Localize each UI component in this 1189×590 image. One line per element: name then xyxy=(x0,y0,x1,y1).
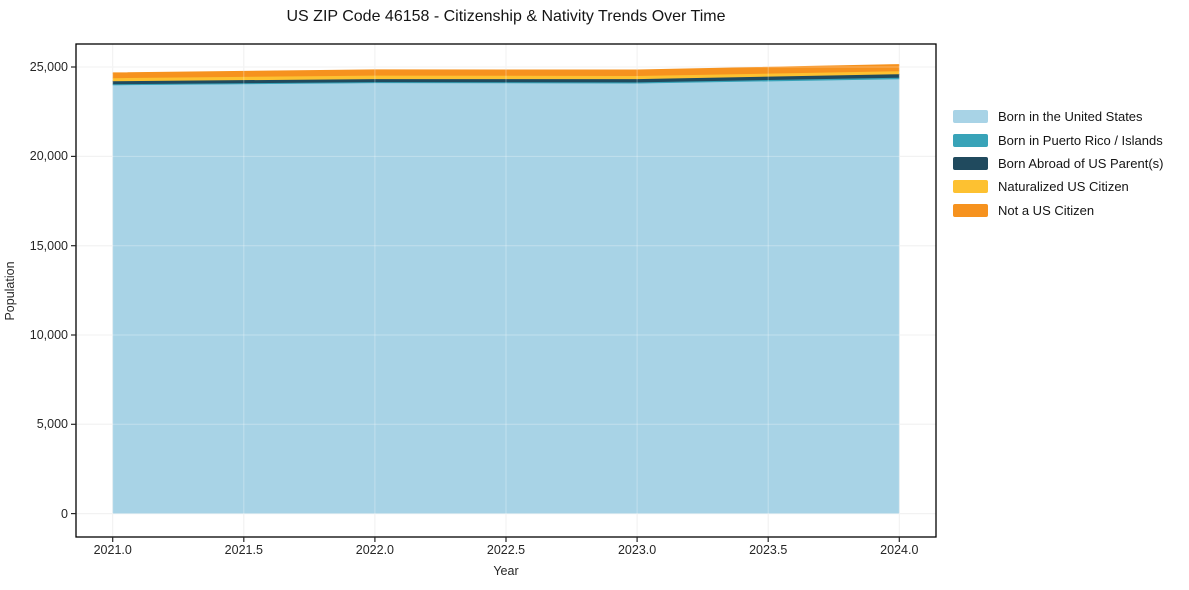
y-tick-label: 20,000 xyxy=(29,149,68,164)
legend-swatch xyxy=(953,156,988,170)
legend-swatch xyxy=(953,180,988,194)
legend-item-born-abroad-of-us-parent-s: Born Abroad of US Parent(s) xyxy=(953,152,1163,175)
x-tick-label: 2022.0 xyxy=(355,543,395,557)
y-tick-label: 0 xyxy=(61,506,68,521)
legend-swatch xyxy=(953,133,988,147)
legend-item-not-a-us-citizen: Not a US Citizen xyxy=(953,199,1163,222)
x-axis-label: Year xyxy=(493,564,519,578)
legend-swatch xyxy=(953,203,988,217)
legend-item-born-in-the-united-states: Born in the United States xyxy=(953,105,1163,128)
legend-item-naturalized-us-citizen: Naturalized US Citizen xyxy=(953,175,1163,198)
legend-label: Born in the United States xyxy=(998,109,1143,125)
x-tick-label: 2023.0 xyxy=(617,543,657,557)
legend-label: Born Abroad of US Parent(s) xyxy=(998,155,1164,171)
legend-label: Born in Puerto Rico / Islands xyxy=(998,132,1163,148)
y-tick-label: 15,000 xyxy=(29,238,68,253)
legend-item-born-in-puerto-rico-islands: Born in Puerto Rico / Islands xyxy=(953,128,1163,151)
legend-swatch xyxy=(953,110,988,124)
legend-label: Not a US Citizen xyxy=(998,202,1095,218)
legend: Born in the United States Born in Puerto … xyxy=(953,105,1163,222)
chart-title: US ZIP Code 46158 - Citizenship & Nativi… xyxy=(286,8,726,25)
x-tick-label: 2024.0 xyxy=(880,543,919,557)
area-born-in-the-united-states xyxy=(112,79,900,514)
x-tick-label: 2021.0 xyxy=(93,543,132,557)
y-tick-label: 25,000 xyxy=(29,60,68,75)
x-tick-label: 2023.5 xyxy=(749,543,788,557)
y-tick-label: 10,000 xyxy=(29,327,68,342)
x-tick-label: 2021.5 xyxy=(224,543,263,557)
legend-label: Naturalized US Citizen xyxy=(998,179,1129,195)
x-tick-label: 2022.5 xyxy=(486,543,526,557)
y-tick-label: 5,000 xyxy=(36,417,68,432)
area-edge-not-a-us-citizen xyxy=(112,64,900,74)
area-not-a-us-citizen xyxy=(112,64,900,79)
